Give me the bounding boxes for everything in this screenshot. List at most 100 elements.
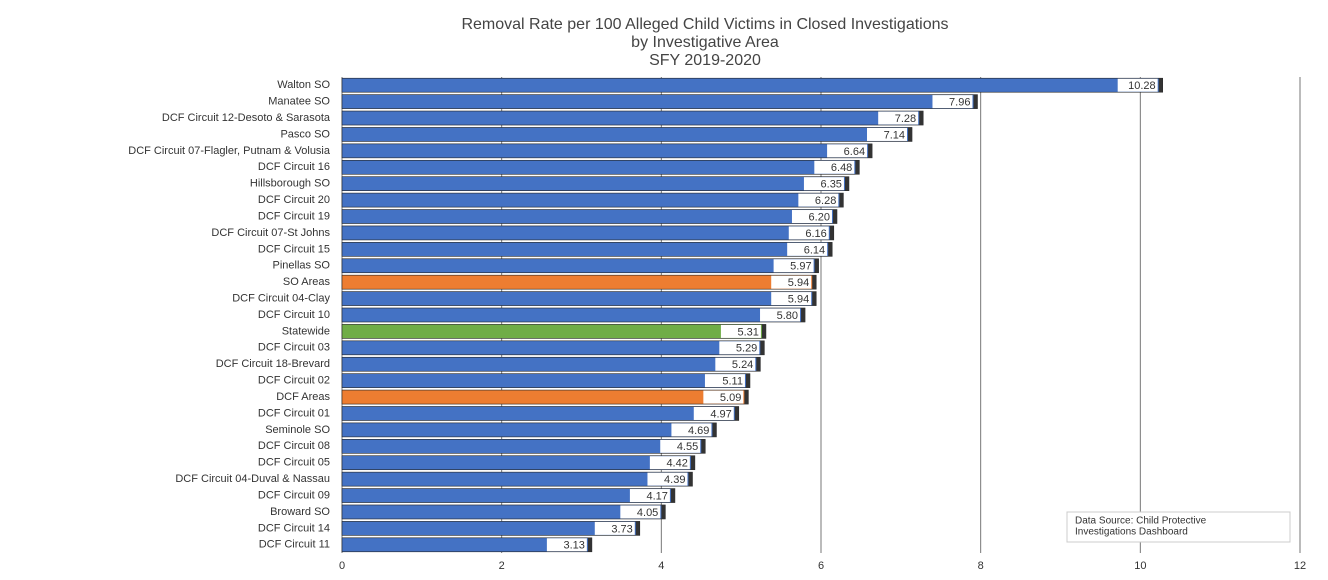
bar-end bbox=[814, 258, 819, 273]
value-label: 5.31 bbox=[737, 326, 758, 338]
bar-end bbox=[756, 357, 761, 372]
value-label-box bbox=[788, 226, 829, 240]
y-tick-label: DCF Circuit 07-St Johns bbox=[211, 227, 330, 239]
value-label-box bbox=[546, 538, 587, 552]
bar-end bbox=[828, 242, 833, 257]
value-label: 5.80 bbox=[777, 310, 798, 322]
annotation: Data Source: Child Protective bbox=[1075, 516, 1207, 527]
bar bbox=[341, 94, 978, 109]
value-label-box bbox=[787, 242, 828, 256]
y-tick-label: DCF Circuit 08 bbox=[258, 440, 330, 452]
y-tick-label: DCF Circuit 12-Desoto & Sarasota bbox=[162, 112, 331, 124]
bar-end bbox=[868, 143, 873, 158]
y-tick-label: DCF Circuit 19 bbox=[258, 210, 330, 222]
bar-end bbox=[829, 225, 834, 240]
bar bbox=[341, 307, 806, 323]
bar bbox=[341, 373, 751, 388]
value-label: 4.97 bbox=[710, 408, 731, 420]
y-tick-label: DCF Circuit 04-Clay bbox=[232, 292, 330, 304]
value-label-box bbox=[703, 390, 744, 404]
value-label-box bbox=[719, 341, 760, 355]
bar bbox=[341, 324, 767, 339]
bar-end bbox=[855, 160, 860, 175]
bar bbox=[341, 127, 913, 142]
bar-end bbox=[734, 406, 739, 421]
bar-end bbox=[688, 472, 693, 487]
value-label-box bbox=[1117, 78, 1158, 92]
bar bbox=[341, 176, 850, 191]
value-label-box bbox=[671, 423, 712, 437]
bar bbox=[341, 504, 666, 520]
y-tick-label: DCF Circuit 11 bbox=[259, 539, 330, 551]
value-label-box bbox=[791, 210, 832, 224]
y-tick-label: Pasco SO bbox=[280, 128, 330, 140]
y-tick-label: DCF Areas bbox=[276, 391, 330, 403]
bar-end bbox=[635, 521, 640, 536]
bar bbox=[341, 159, 860, 175]
y-tick-label: DCF Circuit 10 bbox=[258, 309, 330, 321]
value-label-box bbox=[649, 456, 690, 470]
value-label-box bbox=[715, 357, 756, 371]
x-tick-label: 6 bbox=[818, 560, 824, 572]
chart-subtitle: SFY 2019-2020 bbox=[649, 52, 761, 69]
value-label-box bbox=[594, 521, 635, 535]
value-label: 5.97 bbox=[790, 261, 811, 273]
bar-end bbox=[919, 111, 924, 126]
value-label-box bbox=[798, 193, 839, 207]
y-tick-label: Manatee SO bbox=[268, 96, 330, 108]
annotation: Investigations Dashboard bbox=[1075, 527, 1188, 538]
value-label: 6.28 bbox=[815, 195, 836, 207]
value-label-box bbox=[932, 95, 973, 109]
value-label: 6.48 bbox=[831, 162, 852, 174]
x-tick-label: 2 bbox=[499, 560, 505, 572]
value-label: 10.28 bbox=[1128, 80, 1156, 92]
value-label-box bbox=[803, 177, 844, 191]
x-tick-label: 8 bbox=[978, 560, 984, 572]
value-label: 4.69 bbox=[688, 425, 709, 437]
bar bbox=[341, 291, 817, 306]
bar-end bbox=[908, 127, 913, 142]
bar-end bbox=[812, 275, 817, 290]
y-tick-label: DCF Circuit 03 bbox=[258, 342, 330, 354]
y-tick-label: SO Areas bbox=[283, 276, 331, 288]
bar bbox=[341, 455, 696, 471]
y-tick-label: DCF Circuit 15 bbox=[258, 243, 330, 255]
bar bbox=[341, 274, 817, 290]
value-label: 6.64 bbox=[844, 146, 865, 158]
bar bbox=[341, 471, 693, 487]
bar-end bbox=[1158, 78, 1163, 93]
bar bbox=[341, 406, 740, 421]
bar-end bbox=[587, 537, 592, 552]
y-tick-label: DCF Circuit 09 bbox=[258, 489, 330, 501]
x-tick-label: 12 bbox=[1294, 560, 1306, 572]
y-tick-label: DCF Circuit 16 bbox=[258, 161, 330, 173]
bar bbox=[341, 143, 873, 159]
value-label-box bbox=[660, 439, 701, 453]
value-label-box bbox=[867, 127, 908, 141]
value-label: 4.05 bbox=[637, 507, 658, 519]
value-label: 4.39 bbox=[664, 474, 685, 486]
value-label-box bbox=[693, 406, 734, 420]
bar bbox=[341, 242, 833, 257]
value-label-box bbox=[771, 275, 812, 289]
y-tick-label: Hillsborough SO bbox=[250, 178, 331, 190]
value-label-box bbox=[629, 489, 670, 503]
y-tick-label: DCF Circuit 01 bbox=[258, 407, 330, 419]
bar-end bbox=[801, 308, 806, 322]
bar-end bbox=[839, 193, 844, 208]
bar bbox=[341, 225, 835, 241]
value-label-box bbox=[704, 374, 745, 388]
y-tick-label: DCF Circuit 05 bbox=[258, 457, 330, 469]
value-label: 5.29 bbox=[736, 343, 757, 355]
y-tick-label: DCF Circuit 18-Brevard bbox=[216, 358, 330, 370]
value-label: 6.35 bbox=[821, 179, 842, 191]
bar-end bbox=[661, 504, 666, 519]
y-tick-label: Seminole SO bbox=[265, 424, 330, 436]
x-tick-label: 0 bbox=[339, 560, 345, 572]
bar bbox=[341, 422, 717, 438]
x-tick-label: 10 bbox=[1134, 560, 1146, 572]
value-label: 5.24 bbox=[732, 359, 753, 371]
value-label-box bbox=[814, 160, 855, 174]
bar bbox=[341, 110, 924, 126]
